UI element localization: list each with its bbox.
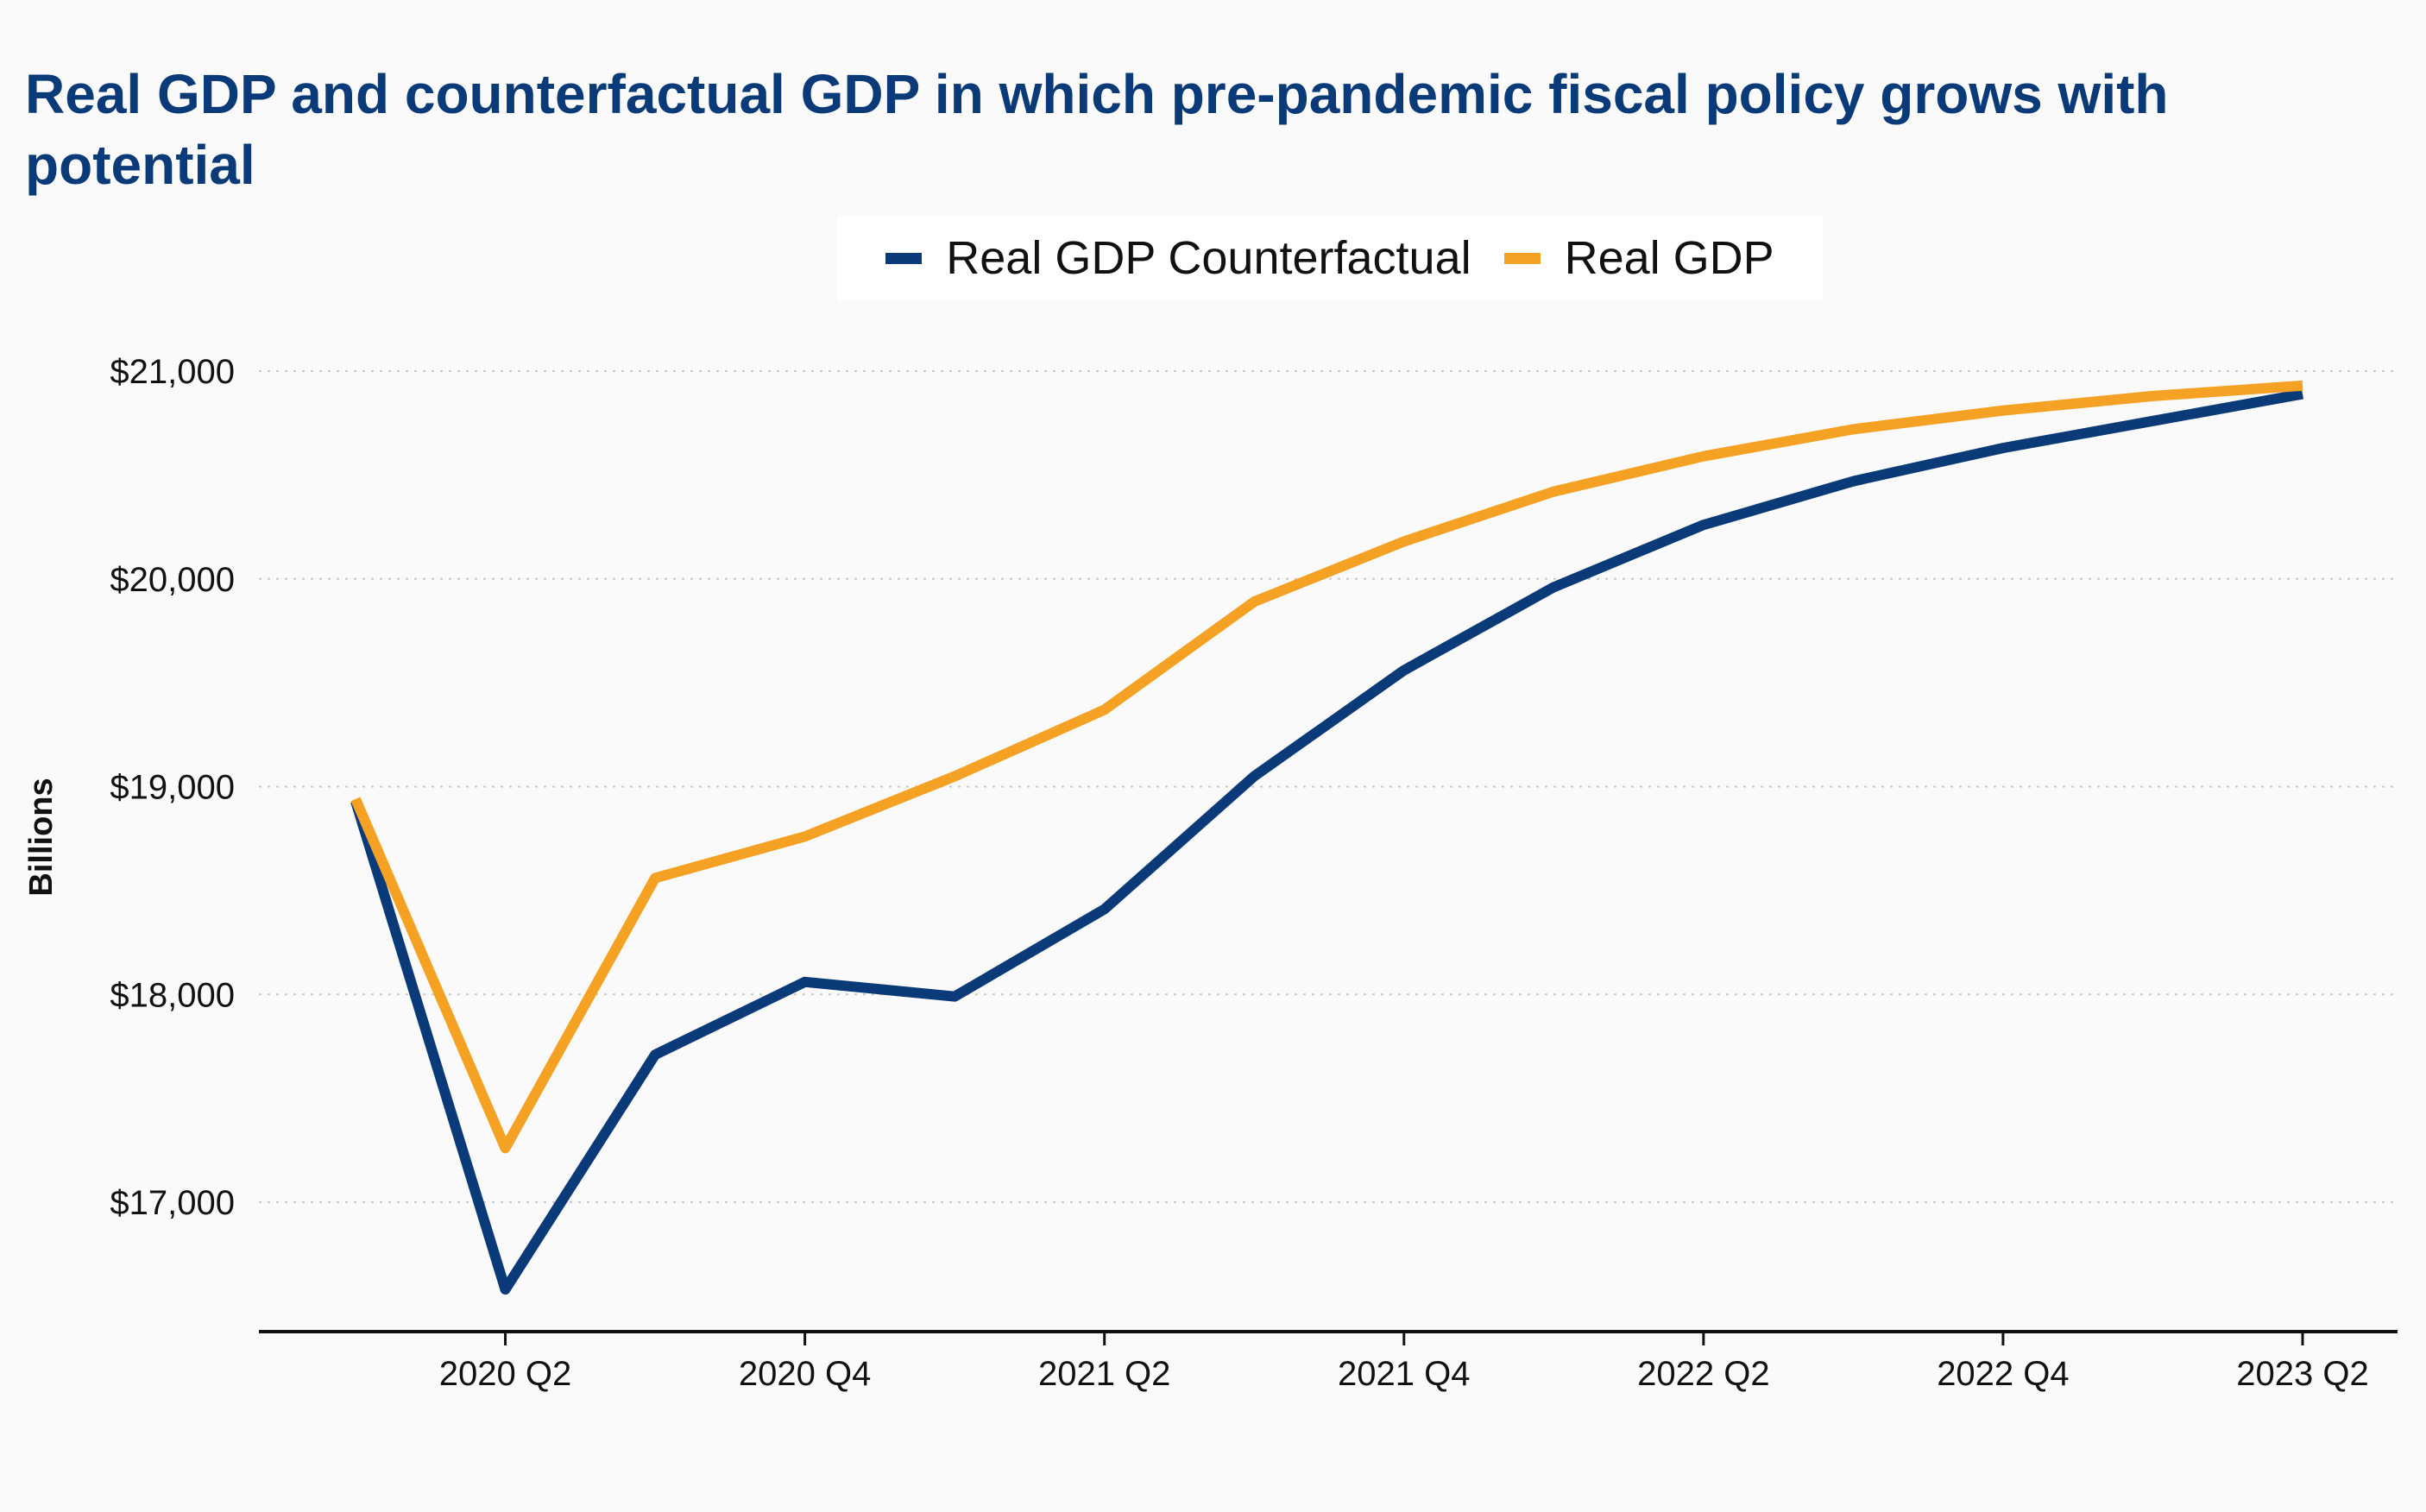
y-tick-label: $21,000 xyxy=(110,353,235,391)
y-axis-ticks: $17,000 $18,000 $19,000 $20,000 $21,000 xyxy=(110,353,235,1222)
y-gridlines xyxy=(259,370,2398,1203)
x-tick-label: 2022 Q4 xyxy=(1937,1355,2069,1393)
x-tick-label: 2023 Q2 xyxy=(2236,1355,2368,1393)
x-tick-label: 2022 Q2 xyxy=(1637,1355,1769,1393)
legend-item-counterfactual: Real GDP Counterfactual xyxy=(885,231,1471,285)
y-axis-label: Billions xyxy=(23,778,60,896)
y-tick-label: $18,000 xyxy=(110,976,235,1014)
legend-label-counterfactual: Real GDP Counterfactual xyxy=(946,232,1471,284)
legend-swatch-counterfactual xyxy=(885,252,923,264)
y-tick-label: $17,000 xyxy=(110,1184,235,1222)
legend-swatch-real-gdp xyxy=(1503,252,1541,264)
x-tick-label: 2020 Q2 xyxy=(439,1355,571,1393)
legend-item-real-gdp: Real GDP xyxy=(1503,231,1774,285)
x-tick-label: 2021 Q4 xyxy=(1338,1355,1470,1393)
legend-label-real-gdp: Real GDP xyxy=(1564,232,1774,284)
y-tick-label: $19,000 xyxy=(110,769,235,807)
x-tick-label: 2020 Q4 xyxy=(739,1355,871,1393)
x-axis-ticks: 2020 Q2 2020 Q4 2021 Q2 2021 Q4 2022 Q2 2022 … xyxy=(439,1332,2369,1393)
y-tick-label: $20,000 xyxy=(110,561,235,599)
x-tick-label: 2021 Q2 xyxy=(1038,1355,1170,1393)
legend: Real GDP Counterfactual Real GDP xyxy=(837,216,1823,300)
series-lines xyxy=(350,380,2304,1295)
chart-title: Real GDP and counterfactual GDP in which… xyxy=(25,63,2169,196)
real-gdp-line xyxy=(350,380,2303,1154)
counterfactual-line xyxy=(350,388,2304,1295)
